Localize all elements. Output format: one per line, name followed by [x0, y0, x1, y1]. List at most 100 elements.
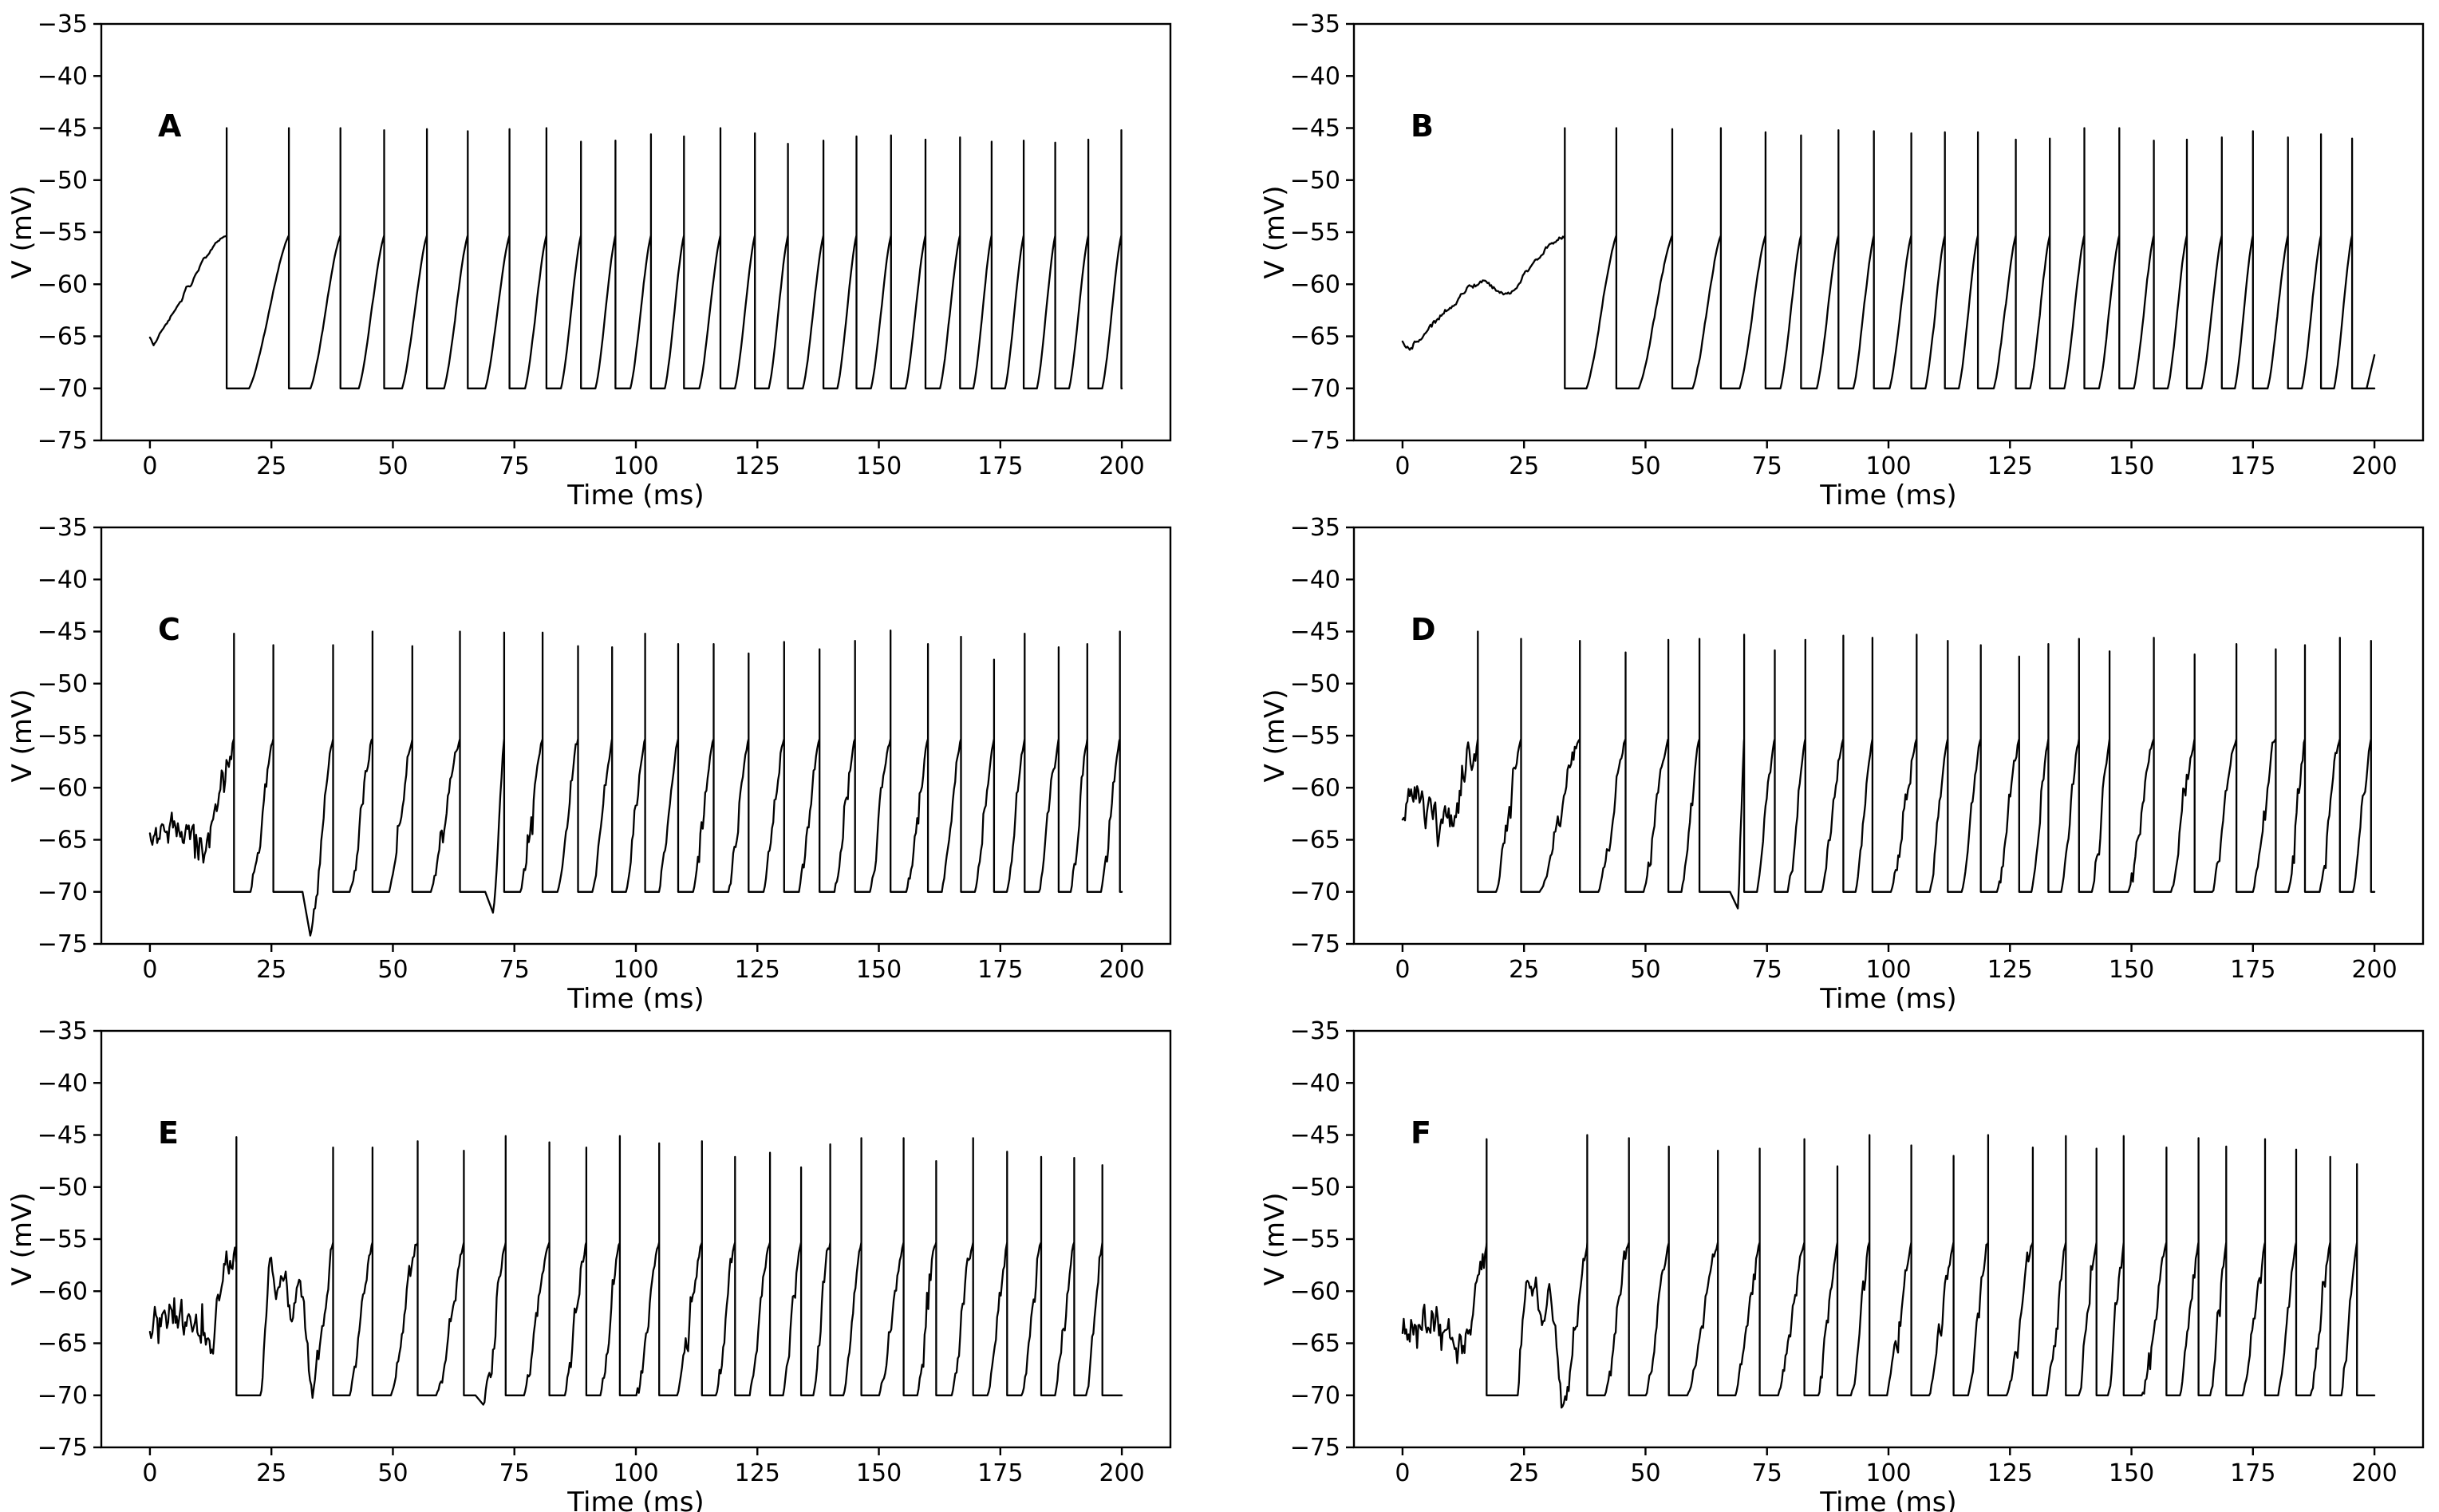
x-axis: 0 25 50 75 100 125 150 175 200 Time (ms) [1395, 1447, 2398, 1512]
y-tick-label: −45 [1290, 1122, 1340, 1150]
plot-frame [1352, 526, 2425, 945]
voltage-trace [1401, 1134, 2376, 1409]
y-tick-label: −65 [1290, 827, 1340, 855]
x-tick-label: 75 [499, 956, 530, 984]
x-tick-label: 125 [1987, 1459, 2033, 1487]
panel-a: 0 25 50 75 100 125 150 175 200 Time (ms) −35 −40 −45… [6, 10, 1172, 511]
x-tick-label: 150 [856, 956, 902, 984]
x-tick-label: 200 [2351, 956, 2397, 984]
y-tick-label: −60 [1290, 270, 1340, 298]
panel-b: 0 25 50 75 100 125 150 175 200 Time (ms) −35 −40 −45… [1259, 10, 2425, 511]
y-tick-label: −55 [1290, 722, 1340, 750]
x-tick-label: 50 [1630, 452, 1660, 480]
y-axis: −35 −40 −45 −50 −55 −60 −65 −70 −75 V (mV) [6, 10, 101, 455]
x-tick-label: 175 [2230, 452, 2275, 480]
x-tick-label: 100 [1865, 1459, 1911, 1487]
voltage-trace [148, 630, 1123, 937]
y-tick-label: −55 [1290, 219, 1340, 247]
y-tick-label: −50 [37, 670, 88, 698]
x-tick-label: 150 [2109, 452, 2154, 480]
x-tick-label: 175 [977, 956, 1023, 984]
y-tick-label: −60 [37, 774, 88, 802]
x-axis: 0 25 50 75 100 125 150 175 200 Time (ms) [142, 944, 1145, 1015]
x-tick-label: 200 [2351, 1459, 2397, 1487]
x-tick-label: 175 [2230, 956, 2275, 984]
y-tick-label: −35 [37, 10, 88, 38]
y-tick-label: −55 [37, 722, 88, 750]
y-tick-label: −45 [37, 115, 88, 143]
x-tick-label: 25 [256, 452, 286, 480]
y-tick-label: −40 [1290, 566, 1340, 594]
y-tick-label: −75 [37, 427, 88, 455]
x-axis-label: Time (ms) [566, 1486, 704, 1512]
x-axis-label: Time (ms) [1819, 983, 1956, 1015]
y-tick-label: −70 [1290, 878, 1340, 906]
y-tick-label: −50 [37, 167, 88, 195]
y-tick-label: −75 [1290, 1434, 1340, 1462]
y-tick-label: −40 [37, 1069, 88, 1097]
x-tick-label: 175 [977, 1459, 1023, 1487]
y-tick-label: −35 [1290, 1017, 1340, 1045]
panel-e: 0 25 50 75 100 125 150 175 200 Time (ms) −35 −40 −45… [6, 1017, 1172, 1512]
x-tick-label: 25 [1509, 956, 1539, 984]
x-axis-label: Time (ms) [566, 983, 704, 1015]
x-tick-label: 125 [735, 452, 780, 480]
y-tick-label: −65 [37, 827, 88, 855]
y-tick-label: −40 [1290, 62, 1340, 90]
y-tick-label: −65 [1290, 1330, 1340, 1358]
panel-c: 0 25 50 75 100 125 150 175 200 Time (ms) −35 −40 −45… [6, 514, 1172, 1015]
y-tick-label: −50 [1290, 167, 1340, 195]
y-tick-label: −50 [37, 1174, 88, 1202]
voltage-trace [148, 127, 1123, 389]
x-axis: 0 25 50 75 100 125 150 175 200 Time (ms) [1395, 944, 2398, 1015]
y-tick-label: −75 [37, 930, 88, 958]
y-tick-label: −40 [37, 566, 88, 594]
y-axis: −35 −40 −45 −50 −55 −60 −65 −70 −75 V (mV) [6, 1017, 101, 1462]
x-tick-label: 50 [1630, 956, 1660, 984]
x-tick-label: 25 [256, 956, 286, 984]
y-tick-label: −45 [1290, 115, 1340, 143]
y-tick-label: −75 [1290, 427, 1340, 455]
y-tick-label: −40 [1290, 1069, 1340, 1097]
x-tick-label: 100 [613, 956, 658, 984]
y-tick-label: −70 [37, 375, 88, 403]
x-tick-label: 50 [1630, 1459, 1660, 1487]
panel-d: 0 25 50 75 100 125 150 175 200 Time (ms) −35 −40 −45… [1259, 514, 2425, 1015]
y-tick-label: −35 [1290, 10, 1340, 38]
y-tick-label: −60 [1290, 1277, 1340, 1305]
y-tick-label: −60 [37, 270, 88, 298]
panel-letter: D [1411, 612, 1436, 647]
y-axis-label: V (mV) [1259, 1193, 1291, 1286]
x-tick-label: 0 [142, 1459, 157, 1487]
x-tick-label: 75 [1752, 956, 1782, 984]
x-tick-label: 50 [377, 1459, 408, 1487]
y-axis: −35 −40 −45 −50 −55 −60 −65 −70 −75 V (mV) [1259, 1017, 1354, 1462]
x-tick-label: 0 [142, 452, 157, 480]
x-tick-label: 200 [1099, 956, 1144, 984]
y-tick-label: −60 [1290, 774, 1340, 802]
x-tick-label: 25 [1509, 1459, 1539, 1487]
y-tick-label: −50 [1290, 670, 1340, 698]
panel-letter: E [158, 1115, 179, 1151]
x-axis: 0 25 50 75 100 125 150 175 200 Time (ms) [142, 1447, 1145, 1512]
x-tick-label: 0 [1395, 452, 1410, 480]
x-tick-label: 75 [1752, 452, 1782, 480]
y-tick-label: −55 [1290, 1226, 1340, 1253]
panel-letter: A [158, 109, 182, 144]
x-tick-label: 0 [1395, 956, 1410, 984]
y-axis-label: V (mV) [6, 186, 38, 279]
y-tick-label: −60 [37, 1277, 88, 1305]
y-axis: −35 −40 −45 −50 −55 −60 −65 −70 −75 V (mV) [1259, 10, 1354, 455]
y-axis: −35 −40 −45 −50 −55 −60 −65 −70 −75 V (mV) [1259, 514, 1354, 958]
x-tick-label: 200 [1099, 452, 1144, 480]
y-tick-label: −75 [1290, 930, 1340, 958]
y-axis: −35 −40 −45 −50 −55 −60 −65 −70 −75 V (mV) [6, 514, 101, 958]
panel-letter: C [158, 612, 180, 647]
y-axis-label: V (mV) [6, 1193, 38, 1286]
x-tick-label: 150 [856, 452, 902, 480]
voltage-trace [1401, 127, 2376, 389]
y-tick-label: −45 [37, 618, 88, 646]
y-axis-label: V (mV) [6, 689, 38, 783]
y-axis-label: V (mV) [1259, 689, 1291, 783]
voltage-trace [1401, 630, 2376, 910]
